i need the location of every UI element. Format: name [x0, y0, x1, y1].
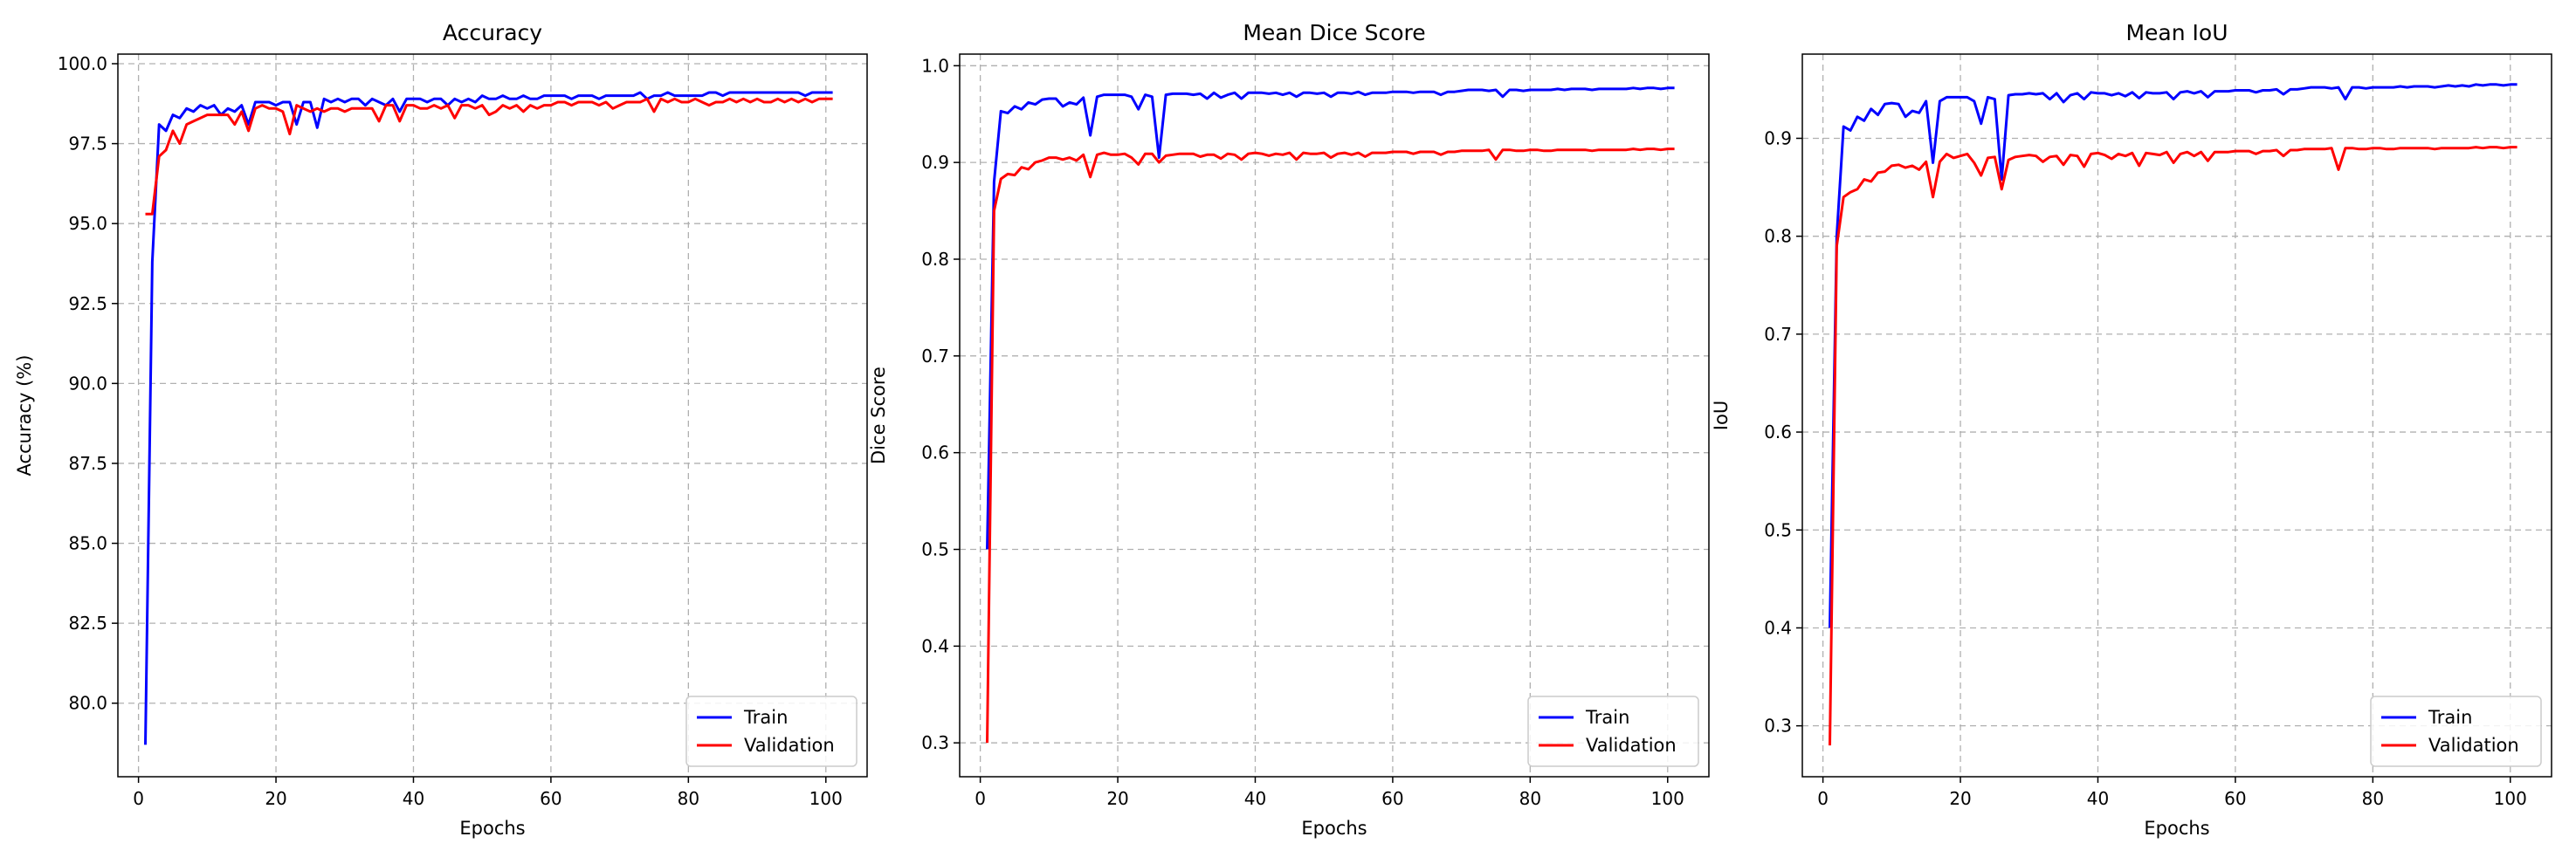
accuracy-y-tick-label: 95.0	[68, 213, 107, 234]
dice-x-tick-label: 60	[1381, 788, 1403, 809]
accuracy-plot-frame	[117, 53, 868, 778]
accuracy-y-tick-label: 100.0	[58, 53, 107, 74]
iou-legend-train-label: Train	[2428, 707, 2472, 728]
accuracy-legend-train-label: Train	[743, 707, 788, 728]
dice-title: Mean Dice Score	[1243, 20, 1425, 45]
accuracy-y-tick-label: 82.5	[68, 613, 107, 634]
accuracy-y-tick-label: 90.0	[68, 373, 107, 394]
iou-y-tick-label: 0.6	[1764, 422, 1792, 442]
accuracy-x-tick-label: 20	[265, 788, 286, 809]
iou-chart: 0 20 40 60 80 100 0.3 0.4 0.5 0.6 0.7 0.8 0.9 Mean I…	[1711, 20, 2552, 839]
dice-validation-line	[986, 147, 1675, 744]
accuracy-y-axis-label: Accuracy (%)	[14, 355, 35, 477]
iou-series	[1829, 83, 2517, 746]
dice-legend: Train Validation	[1527, 696, 1699, 767]
dice-y-tick-label: 0.8	[921, 249, 949, 270]
dice-legend-box	[1527, 696, 1699, 767]
iou-y-tick-label: 0.9	[1764, 127, 1792, 148]
iou-legend-validation-label: Validation	[2428, 735, 2519, 756]
accuracy-x-tick-label: 80	[678, 788, 699, 809]
iou-y-axis-label: IoU	[1711, 401, 1732, 430]
dice-y-tick-label: 0.6	[921, 442, 949, 463]
accuracy-x-axis-label: Epochs	[459, 818, 525, 839]
dice-train-line	[986, 86, 1675, 550]
dice-y-axis-label: Dice Score	[868, 367, 889, 464]
dice-plot-frame	[959, 53, 1710, 778]
dice-series	[986, 86, 1675, 744]
accuracy-y-tick-label: 92.5	[68, 293, 107, 314]
dice-y-tick-label: 0.5	[921, 539, 949, 560]
dice-y-tick-label: 0.3	[921, 732, 949, 753]
dice-x-tick-label: 40	[1244, 788, 1266, 809]
accuracy-series	[144, 91, 833, 745]
iou-x-tick-label: 40	[2087, 788, 2109, 809]
dice-x-tick-label: 20	[1106, 788, 1128, 809]
accuracy-legend: Train Validation	[685, 696, 858, 767]
iou-ticks: 0 20 40 60 80 100 0.3 0.4 0.5 0.6 0.7 0.8 0.9	[1764, 127, 2527, 809]
iou-y-tick-label: 0.5	[1764, 519, 1792, 540]
iou-y-tick-label: 0.4	[1764, 617, 1792, 638]
iou-train-line	[1829, 83, 2517, 628]
accuracy-ticks: 0 20 40 60 80 100 80.0 82.5 85.0 87.5 90.0 92.5 95.0…	[58, 53, 843, 809]
iou-validation-line	[1829, 146, 2517, 746]
dice-x-tick-label: 0	[975, 788, 986, 809]
accuracy-legend-box	[685, 696, 858, 767]
accuracy-y-tick-label: 85.0	[68, 533, 107, 554]
iou-x-axis-label: Epochs	[2144, 818, 2209, 839]
dice-ticks: 0 20 40 60 80 100 0.3 0.4 0.5 0.6 0.7 0.8 0.9 1.0	[921, 55, 1684, 809]
accuracy-y-tick-label: 87.5	[68, 453, 107, 474]
dice-x-tick-label: 80	[1519, 788, 1541, 809]
iou-y-tick-label: 0.7	[1764, 324, 1792, 345]
accuracy-title: Accuracy	[443, 20, 542, 45]
dice-grid	[960, 54, 1709, 777]
accuracy-x-tick-label: 100	[809, 788, 843, 809]
accuracy-x-tick-label: 60	[540, 788, 561, 809]
dice-chart: 0 20 40 60 80 100 0.3 0.4 0.5 0.6 0.7 0.8 0.9 1.0 Mea…	[868, 20, 1710, 839]
accuracy-train-line	[144, 91, 833, 745]
iou-x-tick-label: 0	[1817, 788, 1829, 809]
accuracy-y-tick-label: 97.5	[68, 134, 107, 154]
iou-legend-box	[2370, 696, 2542, 767]
iou-plot-frame	[1801, 53, 2552, 778]
accuracy-validation-line	[145, 97, 833, 216]
dice-legend-train-label: Train	[1585, 707, 1629, 728]
iou-title: Mean IoU	[2125, 20, 2228, 45]
accuracy-x-tick-label: 40	[403, 788, 424, 809]
iou-y-tick-label: 0.8	[1764, 226, 1792, 247]
accuracy-legend-validation-label: Validation	[744, 735, 835, 756]
dice-y-tick-label: 0.4	[921, 635, 949, 656]
dice-y-tick-label: 1.0	[921, 55, 949, 76]
iou-y-tick-label: 0.3	[1764, 716, 1792, 737]
dice-y-tick-label: 0.7	[921, 346, 949, 367]
dice-legend-validation-label: Validation	[1586, 735, 1677, 756]
dice-x-axis-label: Epochs	[1301, 818, 1367, 839]
dice-x-tick-label: 100	[1651, 788, 1684, 809]
accuracy-chart: 0 20 40 60 80 100 80.0 82.5 85.0 87.5 90.0 92.5 95.0…	[14, 20, 868, 839]
accuracy-x-tick-label: 0	[133, 788, 144, 809]
iou-x-tick-label: 80	[2362, 788, 2384, 809]
iou-x-tick-label: 60	[2224, 788, 2246, 809]
iou-x-tick-label: 20	[1949, 788, 1971, 809]
accuracy-y-tick-label: 80.0	[68, 693, 107, 714]
iou-legend: Train Validation	[2370, 696, 2542, 767]
dice-y-tick-label: 0.9	[921, 152, 949, 173]
iou-x-tick-label: 100	[2494, 788, 2527, 809]
